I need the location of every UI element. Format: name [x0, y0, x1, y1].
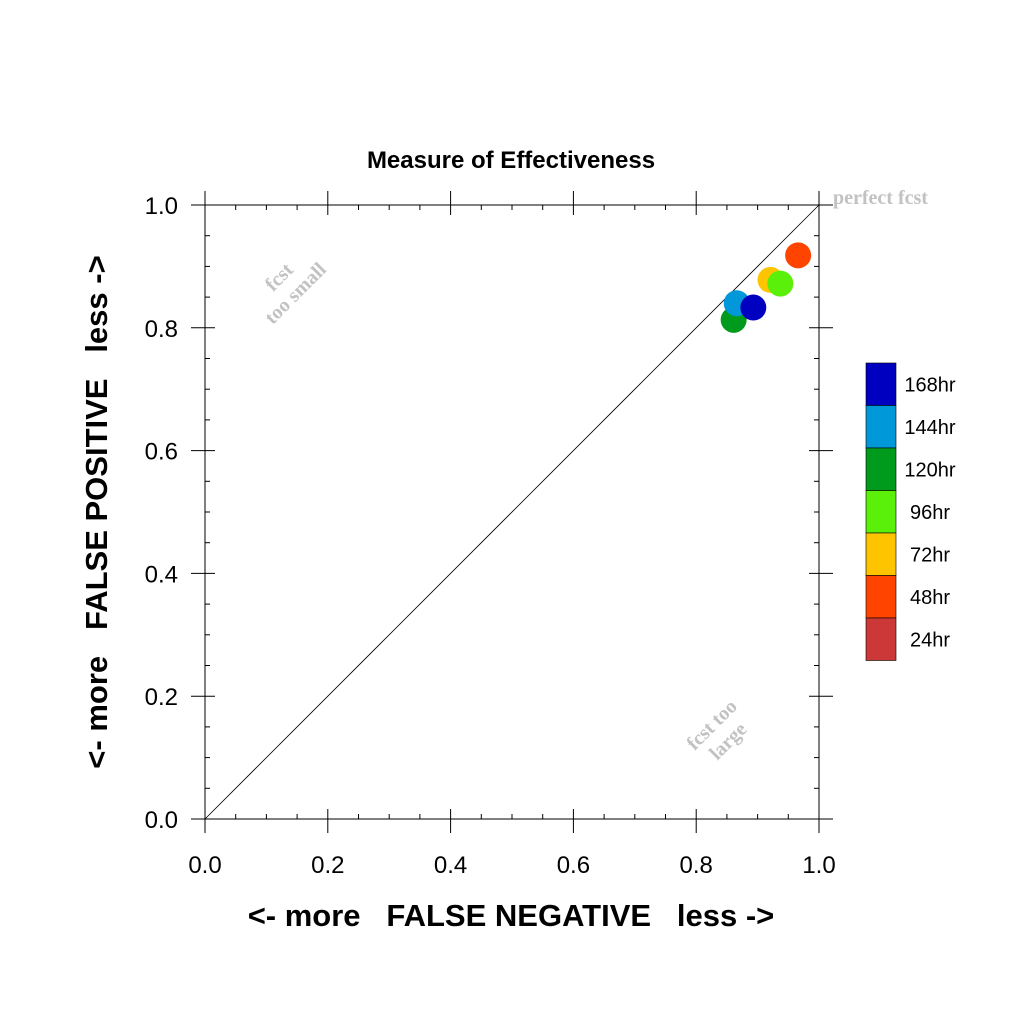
x-tick-label: 0.0	[188, 852, 221, 879]
legend-swatch-144hr	[865, 405, 897, 449]
y-tick-labels: 0.0 0.2 0.4 0.6 0.8 1.0	[145, 193, 178, 834]
legend-label-120hr: 120hr	[904, 459, 955, 481]
y-tick-label: 0.8	[145, 316, 178, 343]
too-small-annotation: fcst too small	[261, 258, 331, 328]
x-tick-label: 0.4	[434, 852, 467, 879]
x-tick-label: 0.2	[311, 852, 344, 879]
legend-label-48hr: 48hr	[910, 587, 950, 609]
y-tick-label: 0.2	[145, 684, 178, 711]
point-168hr	[740, 294, 767, 321]
legend-swatch-48hr	[865, 575, 897, 619]
x-axis-label: <- more FALSE NEGATIVE less ->	[248, 898, 775, 933]
x-tick-label: 0.8	[680, 852, 713, 879]
legend-swatch-96hr	[865, 490, 897, 534]
too-large-annotation: fcst too large	[683, 696, 752, 765]
legend-swatch-120hr	[865, 447, 897, 491]
legend-swatch-24hr	[865, 617, 897, 661]
point-96hr	[767, 270, 794, 297]
perfect-forecast-diagonal	[204, 204, 820, 820]
y-axis-label: <- more FALSE POSITIVE less ->	[79, 255, 114, 768]
legend-swatch-168hr	[865, 362, 897, 406]
x-tick-label: 1.0	[802, 852, 835, 879]
perfect-forecast-annotation: perfect fcst	[833, 187, 928, 209]
point-48hr	[785, 242, 812, 269]
y-tick-label: 0.0	[145, 807, 178, 834]
legend: 168hr 144hr 120hr 96hr 72hr 48hr 24hr	[865, 362, 956, 661]
y-tick-label: 0.4	[145, 561, 178, 588]
axis-ticks	[191, 191, 833, 833]
legend-label-24hr: 24hr	[910, 629, 950, 651]
legend-swatch-72hr	[865, 532, 897, 576]
legend-label-168hr: 168hr	[904, 374, 955, 396]
y-tick-label: 0.6	[145, 439, 178, 466]
y-tick-label: 1.0	[145, 193, 178, 220]
x-tick-labels: 0.0 0.2 0.4 0.6 0.8 1.0	[188, 852, 835, 879]
data-points	[720, 242, 812, 333]
legend-label-144hr: 144hr	[904, 417, 955, 439]
x-tick-label: 0.6	[557, 852, 590, 879]
chart-title: Measure of Effectiveness	[367, 147, 655, 174]
legend-label-96hr: 96hr	[910, 502, 950, 524]
legend-label-72hr: 72hr	[910, 544, 950, 566]
